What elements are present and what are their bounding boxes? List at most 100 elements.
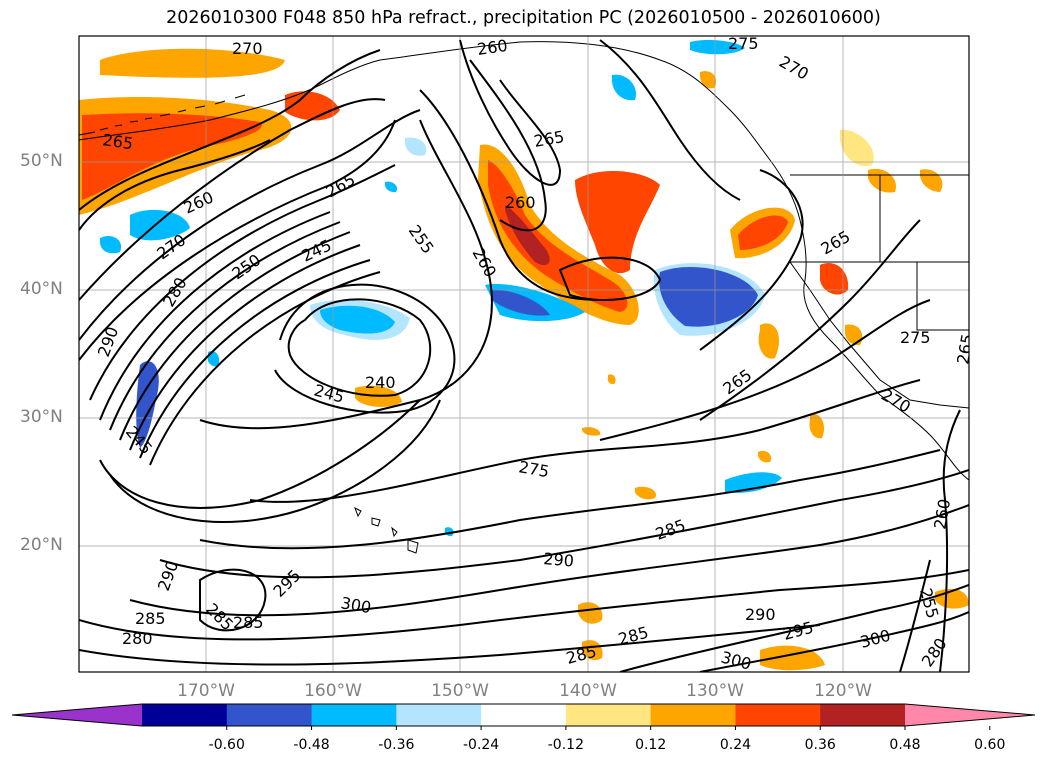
colorbar-segment <box>142 704 228 726</box>
colorbar-tick-label: 0.48 <box>889 737 921 753</box>
contour-line <box>79 119 396 361</box>
contour-label: 275 <box>900 328 931 347</box>
contour-line <box>699 169 804 351</box>
lon-label: 160°W <box>304 681 362 701</box>
contour-label: 265 <box>953 332 977 365</box>
precip-fill-layer <box>79 40 969 671</box>
plot-frame <box>78 35 970 673</box>
precip-positive-region <box>758 323 780 359</box>
contour-line <box>699 611 969 672</box>
contour-label: 280 <box>122 629 153 648</box>
precip-positive-core <box>738 215 788 250</box>
precip-positive-region <box>820 262 849 295</box>
precip-positive-region <box>582 640 603 661</box>
precip-positive-region <box>582 427 601 436</box>
contour-line <box>99 399 421 509</box>
refractivity-contours <box>79 39 969 672</box>
colorbar-tick-label: 0.24 <box>719 737 752 753</box>
colorbar-segment <box>565 704 652 726</box>
contour-line <box>419 89 601 301</box>
contour-line <box>79 98 386 301</box>
precip-negative-region <box>405 137 427 156</box>
us-state-border <box>916 262 969 331</box>
lat-label: 20°N <box>20 535 63 555</box>
colorbar-segment <box>650 704 736 726</box>
colorbar-segment <box>820 704 906 726</box>
precip-positive-region <box>840 129 874 166</box>
precip-negative-region <box>320 305 395 334</box>
contour-label: 285 <box>135 609 166 628</box>
lat-label: 50°N <box>20 151 63 171</box>
precip-positive-region <box>809 414 825 439</box>
contour-line <box>99 211 331 421</box>
contour-line <box>199 568 267 632</box>
contour-line <box>699 219 921 421</box>
precip-positive-core <box>82 113 262 200</box>
precip-negative-region <box>100 235 122 254</box>
contour-label: 260 <box>476 36 509 59</box>
colorbar-outline <box>11 703 1036 727</box>
contour-label: 275 <box>728 34 759 53</box>
contour-line <box>599 299 931 441</box>
colorbar-tick-label: 0.12 <box>635 737 667 753</box>
precip-positive-region <box>844 324 863 346</box>
contour-line <box>129 504 969 617</box>
contour-line <box>287 298 432 397</box>
contour-line <box>149 271 381 466</box>
precip-positive-region <box>700 71 717 89</box>
precip-positive-region <box>635 486 656 500</box>
lon-label: 150°W <box>431 681 489 701</box>
contour-line <box>558 256 662 301</box>
contour-line <box>899 559 931 672</box>
contour-line <box>159 469 969 579</box>
precip-positive-region <box>575 170 660 274</box>
contour-line <box>79 109 421 341</box>
precip-negative-region <box>490 289 550 316</box>
contour-label: 265 <box>101 130 134 153</box>
contour-label: 290 <box>745 605 776 624</box>
colorbar-segment <box>226 704 313 726</box>
contour-line <box>274 283 456 414</box>
precip-negative-region <box>385 181 398 193</box>
contour-line <box>599 39 741 201</box>
contour-line <box>79 569 969 641</box>
contour-line <box>459 39 562 186</box>
colorbar-segment <box>735 704 821 726</box>
precip-negative-region <box>612 74 636 101</box>
contour-line <box>139 259 371 459</box>
contour-line <box>619 584 969 672</box>
contour-line <box>129 244 361 451</box>
colorbar-extend-low <box>12 704 142 726</box>
precip-negative-region <box>690 40 745 55</box>
contour-label: 290 <box>543 549 575 571</box>
contour-label: 240 <box>365 373 396 392</box>
precip-negative-region <box>725 472 782 493</box>
us-state-border <box>789 174 969 409</box>
colorbar-segment <box>311 704 397 726</box>
lat-label: 30°N <box>20 407 63 427</box>
precip-positive-core <box>505 205 550 266</box>
contour-label: 260 <box>505 193 536 212</box>
contour-line <box>249 379 921 503</box>
lat-label: 40°N <box>20 279 63 299</box>
map-title: 2026010300 F048 850 hPa refract., precip… <box>166 8 881 28</box>
contour-line <box>109 221 341 431</box>
precip-negative-region <box>659 266 758 327</box>
precip-positive-region <box>100 48 285 78</box>
colorbar-tick-label: -0.36 <box>378 737 415 753</box>
contour-line <box>119 231 351 441</box>
contour-line <box>79 139 271 231</box>
colorbar-tick-label: 0.60 <box>974 737 1006 753</box>
precip-positive-region <box>758 450 772 463</box>
graticule <box>79 36 969 672</box>
lon-label: 130°W <box>686 681 744 701</box>
lon-label: 140°W <box>559 681 617 701</box>
colorbar <box>11 703 1036 730</box>
colorbar-segment <box>481 704 567 726</box>
contour-line <box>79 49 381 211</box>
contour-line <box>89 164 396 401</box>
lon-label: 120°W <box>814 681 872 701</box>
contour-line <box>109 399 441 524</box>
precip-negative-region <box>136 361 159 448</box>
precip-positive-region <box>607 374 616 385</box>
